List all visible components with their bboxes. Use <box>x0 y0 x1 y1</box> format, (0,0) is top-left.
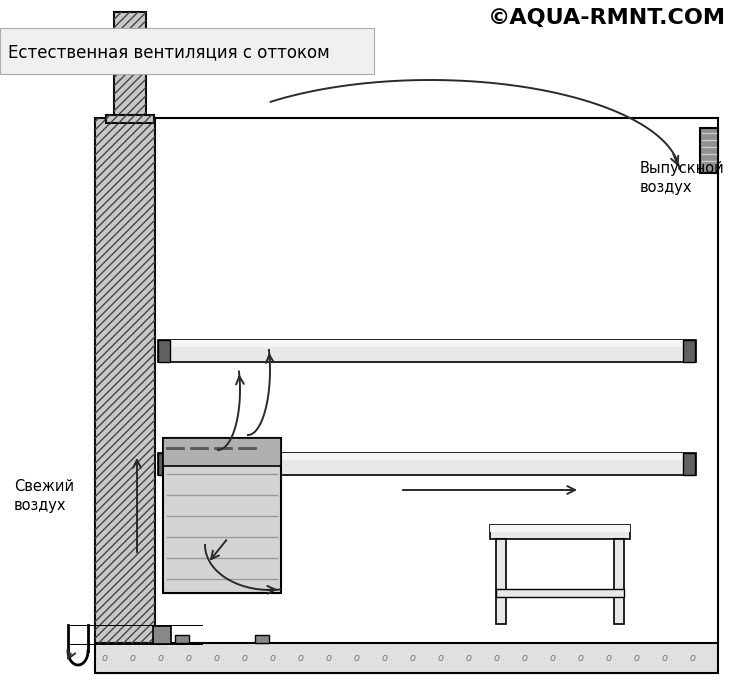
Text: o: o <box>186 653 192 663</box>
Text: o: o <box>382 653 388 663</box>
Bar <box>68 625 203 626</box>
Bar <box>163 438 281 466</box>
Bar <box>255 635 269 643</box>
Bar <box>153 626 171 644</box>
Text: o: o <box>354 653 360 663</box>
Bar <box>175 635 189 643</box>
Text: o: o <box>662 653 668 663</box>
Bar <box>114 12 146 118</box>
Text: o: o <box>102 653 108 663</box>
Bar <box>490 525 630 532</box>
Text: ©AQUA-RMNT.COM: ©AQUA-RMNT.COM <box>488 8 726 28</box>
Bar <box>496 539 506 624</box>
Text: o: o <box>158 653 164 663</box>
Text: o: o <box>326 653 332 663</box>
Text: Естественная вентиляция с оттоком: Естественная вентиляция с оттоком <box>8 43 330 61</box>
Text: o: o <box>242 653 248 663</box>
Bar <box>158 453 696 460</box>
Bar <box>68 644 203 645</box>
Text: o: o <box>298 653 304 663</box>
Text: o: o <box>690 653 696 663</box>
Bar <box>95 643 718 673</box>
Text: o: o <box>550 653 556 663</box>
Bar <box>490 525 630 539</box>
Text: o: o <box>438 653 444 663</box>
Text: Свежий
воздух: Свежий воздух <box>14 479 74 514</box>
Text: o: o <box>130 653 136 663</box>
Bar <box>163 438 281 593</box>
Bar <box>700 128 718 173</box>
Bar <box>155 118 718 643</box>
Bar <box>683 340 695 362</box>
Bar <box>158 340 696 347</box>
Text: o: o <box>270 653 276 663</box>
Text: o: o <box>522 653 528 663</box>
Bar <box>614 539 624 624</box>
Bar <box>114 12 146 118</box>
Bar <box>158 340 170 362</box>
Text: o: o <box>410 653 416 663</box>
Text: o: o <box>606 653 612 663</box>
Bar <box>158 453 696 475</box>
Bar <box>158 453 170 475</box>
Bar <box>95 118 155 643</box>
Text: o: o <box>494 653 500 663</box>
Bar <box>106 115 154 123</box>
Text: o: o <box>634 653 640 663</box>
Bar <box>95 118 155 643</box>
FancyBboxPatch shape <box>0 28 374 74</box>
Bar <box>158 340 696 362</box>
Text: o: o <box>214 653 220 663</box>
Bar <box>106 115 154 123</box>
Text: Выпускной
воздух: Выпускной воздух <box>640 161 724 195</box>
Text: o: o <box>578 653 584 663</box>
Bar <box>496 589 624 597</box>
Text: o: o <box>466 653 472 663</box>
Bar <box>683 453 695 475</box>
